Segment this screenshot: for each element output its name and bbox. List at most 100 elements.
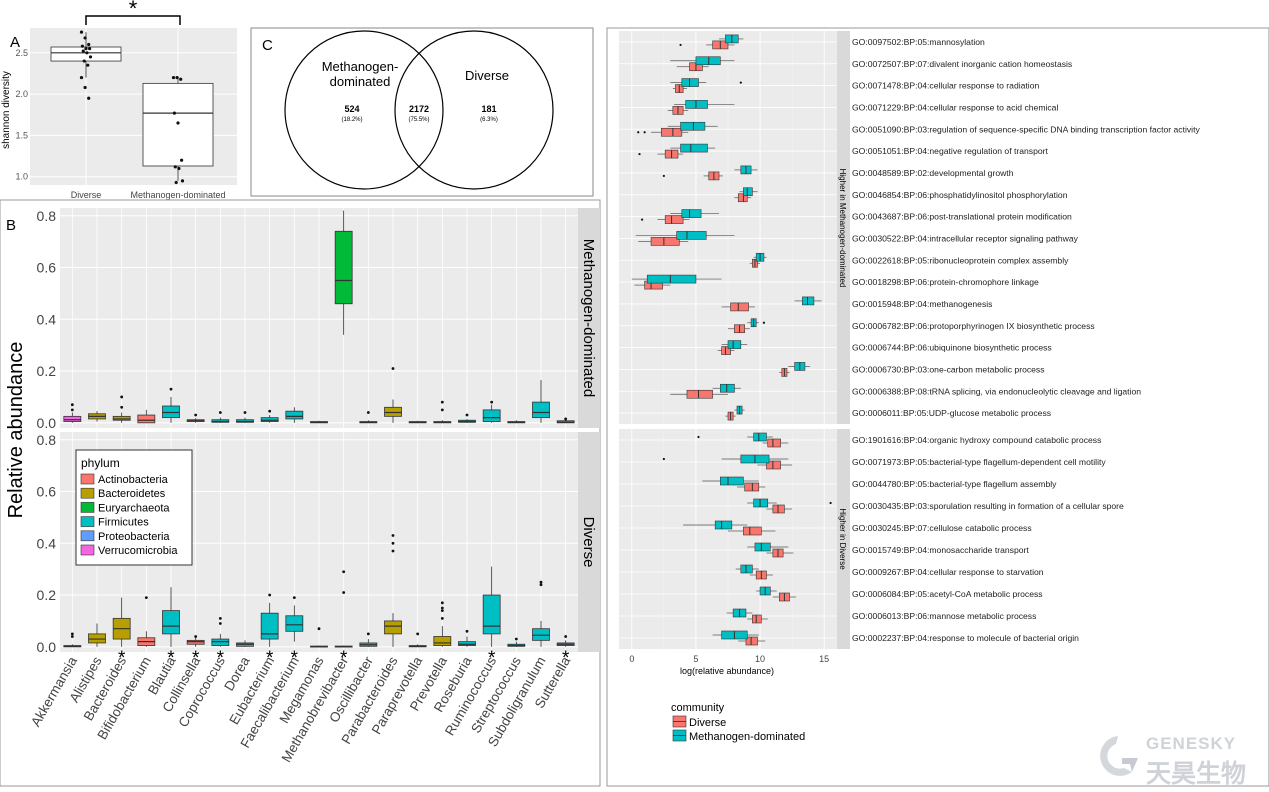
panel-d-y-tick-label: GO:0097502:BP:05:mannosylation	[852, 37, 985, 47]
panel-b-top-strip	[578, 208, 600, 428]
panel-d-methanogen-outlier	[697, 435, 700, 439]
panel-d-y-tick-label: GO:0071229:BP:04:cellular response to ac…	[852, 102, 1058, 112]
panel-b-significance-star: *	[488, 648, 496, 669]
panel-d-methanogen-box	[720, 383, 735, 393]
panel-d-y-tick-label: GO:0046854:BP:06:phosphatidylinositol ph…	[852, 190, 1068, 200]
phylum-legend-swatch	[80, 473, 95, 485]
panel-d-diverse-box	[767, 438, 781, 448]
panel-a-y-tick-label: 2.0	[15, 89, 28, 99]
panel-d-diverse-box	[744, 482, 760, 492]
panel-b-significance-star: *	[118, 648, 126, 669]
panel-b-y-tick-label: 0.8	[37, 432, 57, 448]
panel-b-y-tick-label: 0.4	[37, 535, 57, 551]
phylum-legend-label: Verrucomicrobia	[98, 545, 178, 557]
panel-d-diverse-box	[664, 215, 684, 224]
panel-b-sutterella-outlier	[564, 417, 568, 421]
phylum-legend-label: Actinobacteria	[98, 474, 169, 486]
panel-a-point	[177, 166, 181, 171]
panel-b-eubacterium-box	[260, 612, 279, 640]
panel-b-blautia-box	[162, 610, 180, 635]
panel-d-methanogen-box	[743, 187, 753, 197]
panel-b-faecalibacterium-outlier	[292, 596, 296, 600]
panel-d-methanogen-box	[727, 340, 742, 349]
panel-b-streptococcus-outlier	[514, 637, 518, 641]
panel-a-point	[84, 47, 88, 51]
panel-b-significance-star: *	[340, 648, 348, 669]
panel-d-diverse-box	[661, 127, 683, 137]
panel-d-x-axis-label: log(relative abundance)	[680, 666, 774, 676]
panel-b-akkermansia-outlier	[70, 635, 74, 638]
panel-b-ruminococcus-box	[482, 409, 501, 422]
panel-b-bifidobacterium-outlier	[144, 596, 148, 600]
panel-d-diverse-box	[721, 346, 731, 355]
phylum-legend: phylum Actinobacteria Bacteroidetes Euryar…	[75, 449, 193, 566]
phylum-legend-swatch	[80, 530, 95, 542]
panel-d-methanogen-outlier	[739, 81, 742, 84]
panel-b-subdoligranulum-box	[532, 401, 550, 419]
panel-d-y-tick-label: GO:0015948:BP:04:methanogenesis	[852, 299, 992, 309]
panel-b-coprococcus-outlier	[218, 411, 222, 414]
panel-d-diverse-outlier	[662, 174, 665, 178]
panel-d-x-tick-label: 10	[755, 654, 765, 664]
panel-a-point	[175, 75, 179, 80]
panel-d-y-tick-label: GO:0043687:BP:06:post-translational prot…	[852, 212, 1072, 222]
panel-b-bottom-strip	[578, 432, 600, 652]
panel-a-y-axis-label: shannon diversity	[1, 71, 12, 149]
panel-b-akkermansia-outlier	[70, 403, 74, 407]
panel-b-bacteroides-outlier	[120, 405, 124, 409]
panel-a-point	[83, 36, 87, 40]
panel-d-y-tick-label: GO:0002237:BP:04:response to molecule of…	[852, 633, 1079, 643]
panel-b-top-strip-label: Methanogen-dominated	[580, 239, 597, 397]
panel-b-y-tick-label: 0.0	[37, 415, 57, 431]
panel-a-point	[88, 47, 92, 51]
panel-b-prevotella-outlier	[440, 408, 444, 412]
panel-b-bottom-strip-label: Diverse	[580, 517, 597, 568]
panel-d-methanogen-box	[680, 121, 706, 131]
panel-d-y-tick-label: GO:0072507:BP:07:divalent inorganic cati…	[852, 59, 1072, 69]
panel-d-diverse-outlier	[638, 152, 641, 156]
community-legend-title: community	[671, 702, 725, 714]
panel-d-x-tick-label: 5	[693, 654, 698, 664]
panel-d-methanogen-box	[680, 143, 708, 153]
panel-d-methanogen-box	[740, 564, 753, 574]
venn-set-diverse-label: Diverse	[465, 68, 509, 83]
panel-a-y-tick-label: 1.5	[15, 130, 28, 140]
panel-d-diverse-outlier	[679, 43, 682, 47]
panel-a-point	[171, 75, 176, 80]
phylum-legend-frame	[75, 449, 193, 566]
panel-b-collinsella-outlier	[194, 635, 198, 638]
panel-b-collinsella-box	[186, 639, 205, 645]
panel-d-y-tick-label: GO:1901616:BP:04:organic hydroxy compoun…	[852, 435, 1101, 445]
panel-d-y-tick-label: GO:0071478:BP:04:cellular response to ra…	[852, 81, 1039, 91]
panel-b-blautia-outlier	[169, 387, 173, 391]
panel-d-diverse-box	[745, 636, 758, 646]
panel-a-point	[88, 55, 93, 59]
panel-b-coprococcus-outlier	[218, 616, 222, 620]
panel-a-x-tick-label: Methanogen-dominated	[130, 190, 225, 200]
community-legend-label: Diverse	[689, 717, 726, 729]
panel-b-bacteroides-box	[112, 415, 131, 421]
panel-d-y-tick-label: GO:0022618:BP:05:ribonucleoprotein compl…	[852, 255, 1069, 265]
panel-b-parabacteroides-outlier	[391, 549, 395, 553]
panel-b-eubacterium-box	[260, 417, 279, 422]
venn-only-b-pct: (6.3%)	[480, 117, 498, 123]
panel-d-x-tick-label: 0	[629, 654, 634, 664]
panel-b-paraprevotella-outlier	[416, 632, 420, 636]
panel-b-significance-star: *	[167, 648, 175, 669]
panel-b: B Methanogen-dominated Diverse 0.0 0.2 0.4…	[0, 199, 601, 787]
panel-b-significance-star: *	[562, 648, 570, 669]
panel-b-y-tick-label: 0.4	[37, 311, 57, 327]
phylum-legend-swatch	[80, 544, 95, 556]
panel-b-roseburia-outlier	[465, 413, 469, 417]
panel-b-parabacteroides-outlier	[391, 534, 395, 537]
phylum-legend-label: Bacteroidetes	[98, 488, 166, 500]
panel-b-coprococcus-box	[211, 638, 230, 646]
panel-b-roseburia-outlier	[465, 629, 469, 633]
panel-d-diverse-box	[743, 526, 762, 536]
panel-d-methanogen-outlier	[762, 321, 766, 324]
panel-d-y-tick-label: GO:0006013:BP:06:mannose metabolic proce…	[852, 611, 1036, 621]
venn-set-methanogen-label: Methanogen-dominated	[322, 59, 399, 89]
panel-d-y-tick-label: GO:0030522:BP:04:intracellular receptor …	[852, 233, 1079, 243]
significance-bracket	[85, 15, 181, 25]
panel-d-methanogen-box	[802, 296, 815, 306]
